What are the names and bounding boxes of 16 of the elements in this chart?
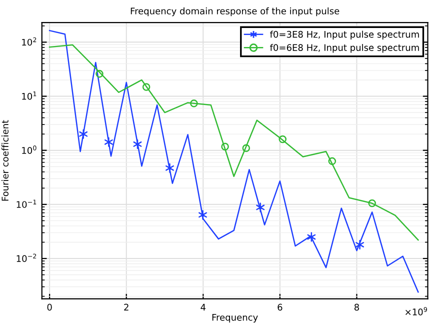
y-tick-label: 10$^{−1}$ <box>16 200 36 208</box>
y-tick-label: 10$^{1}$ <box>22 92 36 100</box>
text: ×10$^{9}$ <box>406 307 428 316</box>
x-tick-label: 2 <box>124 304 128 310</box>
legend-label: f0=6E8 Hz, Input pulse spectrum <box>270 44 419 53</box>
x-axis-title: Frequency <box>212 314 258 322</box>
chart-title: Frequency domain response of the input pulse <box>130 7 340 16</box>
y-tick-label: 10$^{−2}$ <box>16 254 36 262</box>
y-tick-label: 10$^{2}$ <box>22 37 36 46</box>
legend-label: f0=3E8 Hz, Input pulse spectrum <box>270 30 419 40</box>
x-tick-label: 6 <box>278 304 282 311</box>
x-tick-label: 8 <box>354 304 359 311</box>
x-tick-label: 4 <box>200 304 206 310</box>
x-tick-label: 0 <box>47 304 52 311</box>
y-tick-label: 10$^{0}$ <box>22 146 36 154</box>
y-axis-title: Fourier coefficient <box>2 120 9 201</box>
